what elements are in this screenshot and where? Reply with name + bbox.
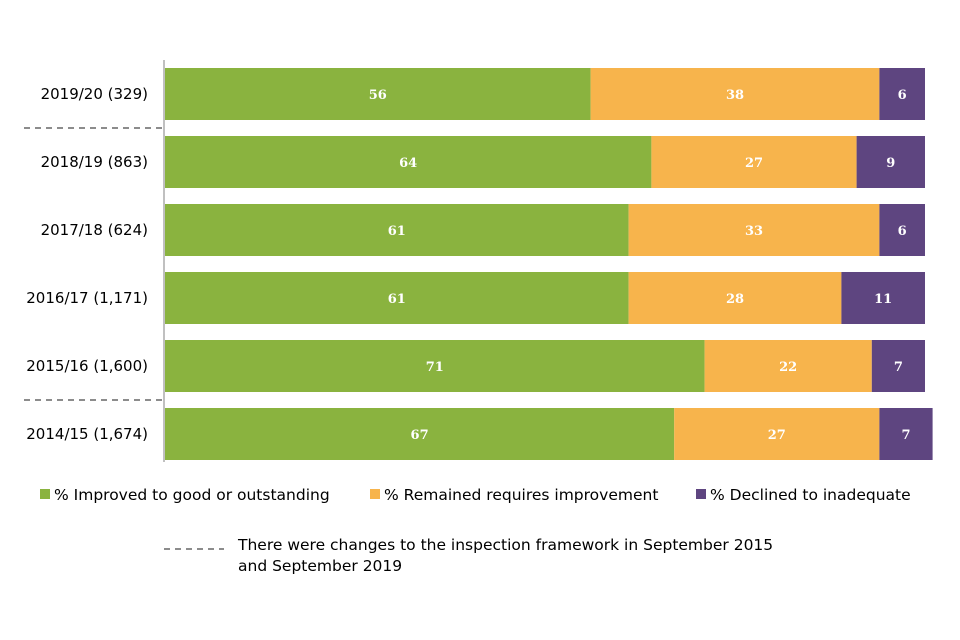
bar-segment-remained-requires-improvement bbox=[704, 340, 872, 392]
bar-segment-improved-to-good-or-outstanding bbox=[165, 272, 629, 324]
data-label: 61 bbox=[388, 224, 406, 239]
bar-segment-improved-to-good-or-outstanding bbox=[165, 136, 652, 188]
legend-label: % Declined to inadequate bbox=[710, 486, 911, 504]
bar-segment-remained-requires-improvement bbox=[628, 272, 842, 324]
note-text-line-2: and September 2019 bbox=[238, 557, 402, 575]
bar-segment-declined-to-inadequate bbox=[879, 408, 933, 460]
bar-segment-remained-requires-improvement bbox=[674, 408, 880, 460]
data-label: 33 bbox=[745, 224, 763, 239]
bar-segment-improved-to-good-or-outstanding bbox=[165, 204, 629, 256]
category-label: 2019/20 (329) bbox=[41, 85, 148, 103]
data-label: 27 bbox=[745, 156, 763, 171]
bars-group: 56 38 6 64 27 9 61 33 6 61 28 11 71 22 7 67 27 7 bbox=[165, 68, 933, 460]
legend-swatch-improved-to-good-or-outstanding bbox=[40, 489, 50, 499]
note-text-line-1: There were changes to the inspection fra… bbox=[237, 536, 773, 554]
bar-segment-declined-to-inadequate bbox=[871, 340, 925, 392]
framework-note: There were changes to the inspection fra… bbox=[164, 536, 773, 575]
data-label: 38 bbox=[726, 88, 744, 103]
category-label: 2015/16 (1,600) bbox=[26, 357, 148, 375]
category-labels: 2019/20 (329) 2018/19 (863) 2017/18 (624) 2… bbox=[26, 85, 148, 443]
data-label: 6 bbox=[898, 224, 907, 239]
legend-label: % Remained requires improvement bbox=[384, 486, 658, 504]
data-label: 27 bbox=[768, 428, 786, 443]
bar-segment-declined-to-inadequate bbox=[856, 136, 925, 188]
legend-label: % Improved to good or outstanding bbox=[54, 486, 330, 504]
bar-segment-declined-to-inadequate bbox=[841, 272, 925, 324]
bar-segment-declined-to-inadequate bbox=[879, 68, 925, 120]
data-label: 7 bbox=[894, 360, 903, 375]
framework-change-dividers bbox=[24, 127, 164, 401]
category-label: 2018/19 (863) bbox=[41, 153, 148, 171]
data-label: 28 bbox=[726, 292, 744, 307]
data-label: 7 bbox=[901, 428, 910, 443]
bar-segment-remained-requires-improvement bbox=[590, 68, 880, 120]
bar-segment-remained-requires-improvement bbox=[651, 136, 857, 188]
bar-segment-improved-to-good-or-outstanding bbox=[165, 340, 705, 392]
data-label: 9 bbox=[886, 156, 895, 171]
data-label: 61 bbox=[388, 292, 406, 307]
category-label: 2017/18 (624) bbox=[41, 221, 148, 239]
legend-swatch-declined-to-inadequate bbox=[696, 489, 706, 499]
category-label: 2014/15 (1,674) bbox=[26, 425, 148, 443]
category-label: 2016/17 (1,171) bbox=[26, 289, 148, 307]
bar-segment-improved-to-good-or-outstanding bbox=[165, 68, 591, 120]
legend: % Improved to good or outstanding % Remai… bbox=[40, 486, 911, 504]
bar-segment-declined-to-inadequate bbox=[879, 204, 925, 256]
data-label: 22 bbox=[779, 360, 797, 375]
data-label: 6 bbox=[898, 88, 907, 103]
data-label: 71 bbox=[426, 360, 444, 375]
bar-segment-remained-requires-improvement bbox=[628, 204, 880, 256]
data-label: 56 bbox=[369, 88, 387, 103]
data-label: 11 bbox=[874, 292, 892, 307]
legend-swatch-remained-requires-improvement bbox=[370, 489, 380, 499]
data-label: 64 bbox=[399, 156, 417, 171]
data-label: 67 bbox=[411, 428, 429, 443]
bar-segment-improved-to-good-or-outstanding bbox=[165, 408, 675, 460]
